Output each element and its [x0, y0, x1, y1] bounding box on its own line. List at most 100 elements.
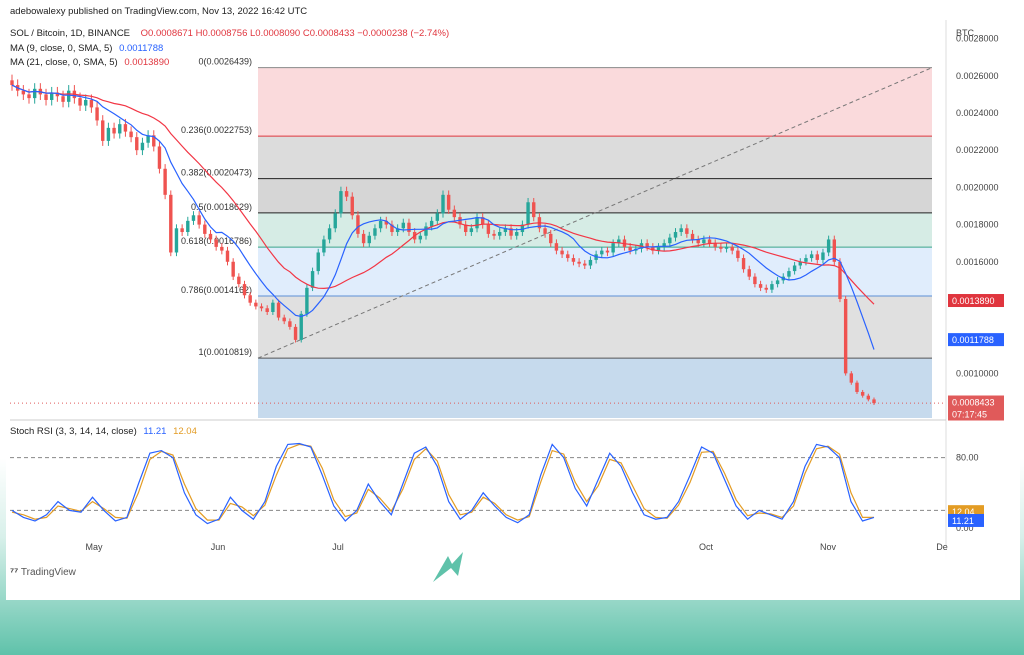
candle-body — [112, 127, 116, 134]
candle-body — [384, 220, 388, 225]
candle-body — [770, 284, 774, 290]
candle-body — [344, 191, 349, 197]
candle-body — [310, 271, 315, 288]
ma9-line — [11, 84, 875, 350]
svg-text:Finex: Finex — [498, 580, 587, 600]
fib-zone-1 — [258, 136, 932, 179]
candle-body — [685, 228, 689, 234]
candle-body — [577, 261, 581, 264]
price-tick-0: 0.0028000 — [956, 34, 999, 44]
candle-body — [843, 298, 848, 374]
candle-body — [798, 261, 802, 266]
candle-body — [690, 233, 695, 240]
price-tick-5: 0.0018000 — [956, 220, 999, 230]
candle-body — [520, 224, 525, 233]
price-axis-currency: BTC — [956, 28, 975, 38]
candle-body — [458, 217, 462, 225]
candle-body — [526, 202, 530, 225]
candle-body — [21, 90, 26, 95]
fib-label-1: 0.236(0.0022753) — [181, 125, 252, 135]
candle-body — [554, 243, 559, 251]
candle-body — [429, 220, 434, 227]
candle-body — [826, 239, 831, 253]
candle-body — [651, 246, 655, 251]
candle-body — [543, 228, 547, 234]
candle-body — [656, 246, 661, 251]
price-tag-bg-1 — [948, 333, 1004, 347]
tradingview-brand[interactable]: ⁷⁷ TradingView — [10, 567, 76, 578]
candle-body — [293, 326, 298, 340]
price-tag-bg-3 — [948, 407, 1004, 421]
price-tick-7: 0.0010000 — [956, 368, 999, 378]
candle-body — [503, 228, 508, 233]
candle-body — [486, 224, 491, 234]
fib-zone-2 — [258, 178, 932, 213]
candle-body — [282, 317, 286, 322]
candle-body — [350, 196, 354, 216]
candle-body — [736, 250, 740, 259]
candle-body — [10, 80, 14, 86]
candle-body — [208, 233, 213, 240]
price-tick-2: 0.0024000 — [956, 108, 999, 118]
candle-body — [152, 135, 156, 147]
candle-body — [89, 99, 94, 108]
candle-body — [135, 137, 139, 151]
chart-svg[interactable]: 0(0.0026439) 0.236(0.0022753) 0.382(0.0020… — [6, 0, 1020, 600]
candle-body — [106, 127, 111, 141]
candle-body — [792, 265, 797, 272]
ma21-legend[interactable]: MA (21, close, 0, SMA, 5) 0.0013890 — [10, 57, 169, 68]
candle-body — [764, 287, 768, 290]
candle-body — [390, 224, 394, 233]
price-tick-3: 0.0022000 — [956, 145, 999, 155]
time-tick-1: Jun — [211, 542, 226, 552]
candle-body — [237, 276, 241, 285]
fib-label-5: 0.786(0.0014162) — [181, 285, 252, 295]
candle-body — [509, 228, 513, 236]
candle-body — [44, 94, 48, 100]
candle-body — [435, 213, 440, 221]
candle-body — [356, 215, 360, 234]
candle-body — [367, 235, 371, 244]
candle-body — [322, 239, 326, 253]
candle-body — [566, 254, 570, 259]
candle-body — [101, 120, 105, 141]
candle-body — [668, 237, 672, 244]
candle-body — [809, 254, 814, 259]
price-tag-3: 07:17:45 — [952, 410, 987, 420]
candle-body — [418, 235, 423, 240]
candle-body — [628, 246, 632, 251]
candle-body — [832, 239, 837, 262]
candle-body — [702, 239, 706, 244]
candle-body — [197, 215, 201, 225]
candle-body — [719, 246, 723, 249]
candle-body — [140, 142, 145, 151]
ma9-label: MA (9, close, 0, SMA, 5) — [10, 43, 113, 54]
ma9-legend[interactable]: MA (9, close, 0, SMA, 5) 0.0011788 — [10, 43, 163, 54]
fib-label-0: 0(0.0026439) — [198, 57, 252, 67]
candle-body — [469, 228, 474, 233]
candle-body — [707, 239, 712, 244]
stoch-k-tag: 11.21 — [952, 516, 974, 526]
candle-body — [78, 98, 82, 106]
candle-body — [49, 92, 54, 100]
time-tick-0: May — [85, 542, 103, 552]
candle-body — [55, 92, 60, 97]
candle-body — [220, 246, 224, 251]
candle-body — [186, 220, 190, 233]
candle-body — [872, 399, 876, 404]
candle-body — [174, 228, 179, 253]
stoch-label: Stoch RSI (3, 3, 14, 14, close) — [10, 426, 137, 437]
candle-body — [446, 194, 451, 210]
candle-body — [475, 217, 479, 229]
stoch-d-tag: 12.04 — [952, 507, 975, 517]
price-tag-2: 0.0008433 — [952, 398, 995, 408]
candle-body — [276, 302, 281, 318]
stoch-legend[interactable]: Stoch RSI (3, 3, 14, 14, close) 11.21 12… — [10, 426, 197, 437]
candle-body — [758, 284, 763, 288]
candle-body — [271, 302, 275, 312]
stoch-tick-0: 80.00 — [956, 453, 979, 463]
candle-body — [146, 135, 150, 143]
candle-body — [401, 222, 406, 229]
candle-body — [214, 239, 218, 247]
candle-body — [169, 194, 173, 253]
